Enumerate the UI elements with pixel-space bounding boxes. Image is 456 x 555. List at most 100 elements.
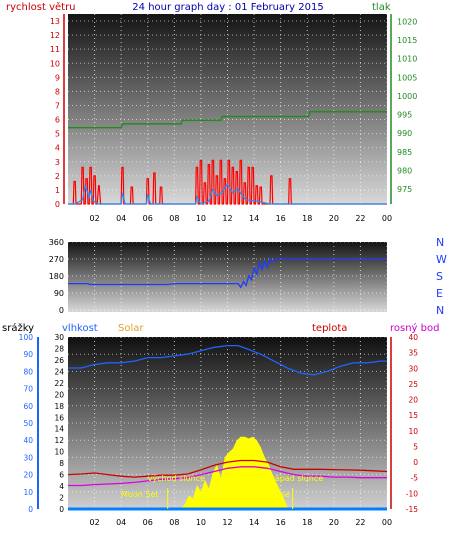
moonrise-annotation: Moon Rise — [249, 490, 290, 499]
temperature-axis-tick: 40 — [408, 333, 418, 342]
wind-axis-tick: 10 — [50, 59, 60, 68]
legend-dewpoint: rosný bod — [390, 322, 439, 334]
compass-label: W — [436, 253, 447, 266]
temperature-line — [67, 459, 388, 478]
sunrise-annotation: východ slunce — [148, 474, 205, 483]
x-tick-label: 00 — [382, 518, 392, 527]
rain-axis-tick: 22 — [54, 379, 64, 388]
pressure-axis-tick: 1005 — [397, 73, 417, 82]
x-tick-label: 22 — [355, 518, 365, 527]
pressure-axis-tick: 990 — [397, 129, 412, 138]
temperature-axis-tick: 25 — [408, 380, 418, 389]
temperature-axis-tick: 20 — [408, 396, 418, 405]
direction-axis-tick: 0 — [59, 306, 64, 315]
wind-axis-tick: 12 — [50, 31, 60, 40]
wind-axis-tick: 4 — [55, 144, 60, 153]
wind-axis-tick: 3 — [55, 158, 60, 167]
rain-axis-tick: 14 — [54, 425, 64, 434]
x-tick-label: 14 — [249, 214, 259, 223]
x-tick-label: 02 — [89, 518, 99, 527]
wind-direction-line — [68, 257, 387, 289]
temperature-axis-tick: 5 — [413, 442, 418, 451]
pressure-axis-tick: 975 — [397, 185, 412, 194]
rain-axis-tick: 20 — [54, 390, 64, 399]
x-tick-label: 22 — [355, 214, 365, 223]
wind-axis-tick: 5 — [55, 130, 60, 139]
humidity-line — [68, 344, 387, 376]
compass-label: E — [436, 287, 443, 300]
pressure-axis-tick: 1020 — [397, 17, 417, 26]
temperature-axis-tick: 0 — [413, 458, 418, 467]
dewpoint-line — [68, 466, 387, 487]
wind-axis-tick: 13 — [50, 17, 60, 26]
x-tick-label: 10 — [196, 214, 206, 223]
wind-axis-tick: 0 — [55, 200, 60, 209]
pressure-line — [68, 110, 387, 129]
temperature-axis-tick: -5 — [411, 474, 419, 483]
wind-axis-tick: 11 — [50, 45, 60, 54]
humidity-axis-tick: 80 — [23, 367, 33, 376]
humidity-axis-tick: 70 — [23, 385, 33, 394]
direction-axis-tick: 90 — [54, 289, 64, 298]
temperature-axis-tick: -10 — [406, 489, 418, 498]
legend-solar: Solar — [118, 323, 144, 334]
wind-gust-line — [68, 183, 387, 205]
humidity-axis-tick: 100 — [19, 333, 34, 342]
x-tick-label: 18 — [302, 214, 312, 223]
wind-axis-tick: 7 — [55, 101, 60, 110]
humidity-axis-tick: 20 — [23, 471, 33, 480]
pressure-axis-tick: 985 — [397, 148, 412, 157]
x-tick-label: 18 — [302, 518, 312, 527]
x-tick-label: 08 — [169, 214, 179, 223]
direction-axis-tick: 270 — [49, 255, 64, 264]
x-tick-label: 16 — [276, 214, 286, 223]
x-tick-label: 10 — [196, 518, 206, 527]
wind-direction-plot-area — [68, 242, 387, 312]
moonset-annotation: Moon Set — [121, 490, 158, 499]
humidity-axis-tick: 30 — [23, 453, 33, 462]
rain-axis-tick: 30 — [54, 333, 64, 342]
rain-axis-tick: 2 — [59, 494, 64, 503]
x-tick-label: 14 — [249, 518, 259, 527]
temperature-axis-tick: 10 — [408, 427, 418, 436]
x-tick-label: 04 — [116, 214, 126, 223]
humidity-axis-tick: 0 — [28, 505, 33, 514]
rain-axis-tick: 26 — [54, 356, 64, 365]
x-tick-label: 02 — [89, 214, 99, 223]
x-tick-label: 20 — [329, 214, 339, 223]
wind-speed-label: rychlost větru — [6, 1, 76, 13]
rain-axis-tick: 12 — [54, 436, 64, 445]
temperature-axis-tick: 35 — [408, 349, 418, 358]
wind-axis-tick: 1 — [55, 186, 60, 195]
compass-label: N — [436, 236, 444, 249]
pressure-axis-tick: 1010 — [397, 55, 417, 64]
humidity-axis-tick: 60 — [23, 402, 33, 411]
legend-rain: srážky — [2, 322, 34, 334]
legend-temperature: teplota — [312, 323, 347, 334]
rain-axis-tick: 24 — [54, 367, 64, 376]
direction-axis-tick: 180 — [49, 272, 64, 281]
rain-axis-tick: 10 — [54, 448, 64, 457]
temperature-axis-tick: -15 — [406, 505, 418, 514]
pressure-label: tlak — [372, 2, 391, 13]
solar-area — [180, 436, 289, 509]
wind-axis-tick: 9 — [55, 73, 60, 82]
wind-speed-line — [68, 159, 387, 205]
rain-axis-tick: 6 — [59, 471, 64, 480]
rain-axis-tick: 8 — [59, 459, 64, 468]
rain-axis-tick: 18 — [54, 402, 64, 411]
pressure-axis-tick: 1015 — [397, 36, 417, 45]
humidity-axis-tick: 40 — [23, 436, 33, 445]
compass-label: S — [436, 270, 443, 283]
chart-title: 24 hour graph day : 01 February 2015 — [132, 2, 323, 13]
x-tick-label: 06 — [143, 518, 153, 527]
x-tick-label: 04 — [116, 518, 126, 527]
rain-axis-tick: 16 — [54, 413, 64, 422]
humidity-axis-tick: 10 — [23, 488, 33, 497]
x-tick-label: 00 — [382, 214, 392, 223]
x-tick-label: 08 — [169, 518, 179, 527]
wind-axis-tick: 8 — [55, 87, 60, 96]
wind-axis-tick: 6 — [55, 116, 60, 125]
